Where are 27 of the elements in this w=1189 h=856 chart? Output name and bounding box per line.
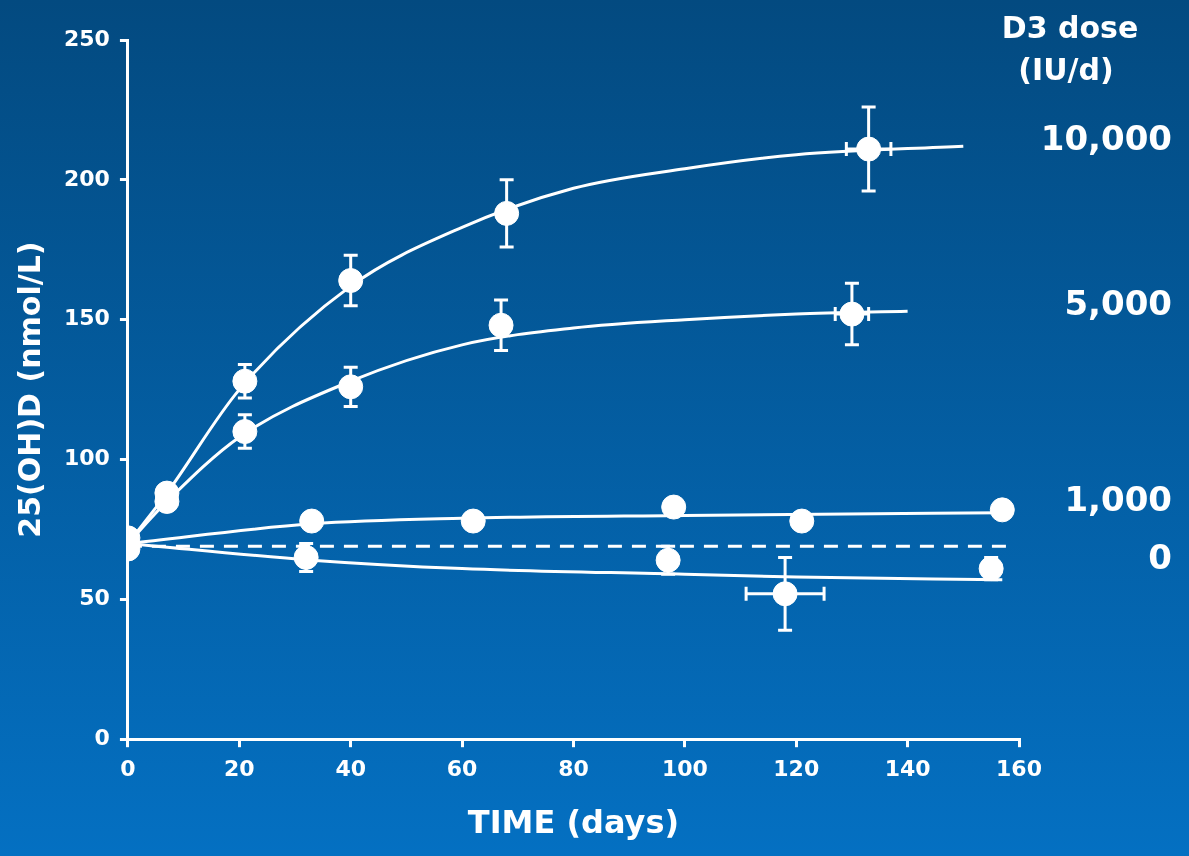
- y-tick-label: 100: [63, 445, 110, 471]
- y-tick-label: 200: [63, 165, 110, 191]
- x-tick-label: 80: [558, 756, 589, 782]
- x-tick-label: 100: [661, 756, 708, 782]
- x-tick-label: 60: [446, 756, 478, 782]
- point: [989, 497, 1015, 523]
- x-tick-label: 40: [335, 756, 366, 782]
- text: 0: [1148, 537, 1172, 578]
- x-tick-label: 140: [884, 756, 931, 782]
- series-label: 1,000: [1064, 478, 1172, 519]
- legend-title: D3 dose (IU/d): [1001, 9, 1139, 87]
- point: [299, 508, 325, 534]
- point: [661, 494, 687, 520]
- x-tick-label: 0: [120, 756, 136, 782]
- point: [789, 508, 815, 534]
- x-tick-label: 20: [223, 756, 255, 782]
- y-tick-label: 250: [63, 25, 110, 51]
- text: 5,000: [1064, 282, 1172, 323]
- x-axis-title: TIME (days): [467, 803, 680, 842]
- point: [460, 508, 486, 534]
- x-tick-label: 160: [996, 756, 1042, 782]
- y-tick-label: 150: [63, 305, 110, 331]
- text: 10,000: [1040, 117, 1172, 158]
- y-tick-label: 0: [94, 724, 110, 750]
- x-tick-label: 120: [773, 756, 820, 782]
- y-tick-label: 50: [79, 585, 110, 611]
- y-axis-title: 25(OH)D (nmol/L): [11, 241, 47, 538]
